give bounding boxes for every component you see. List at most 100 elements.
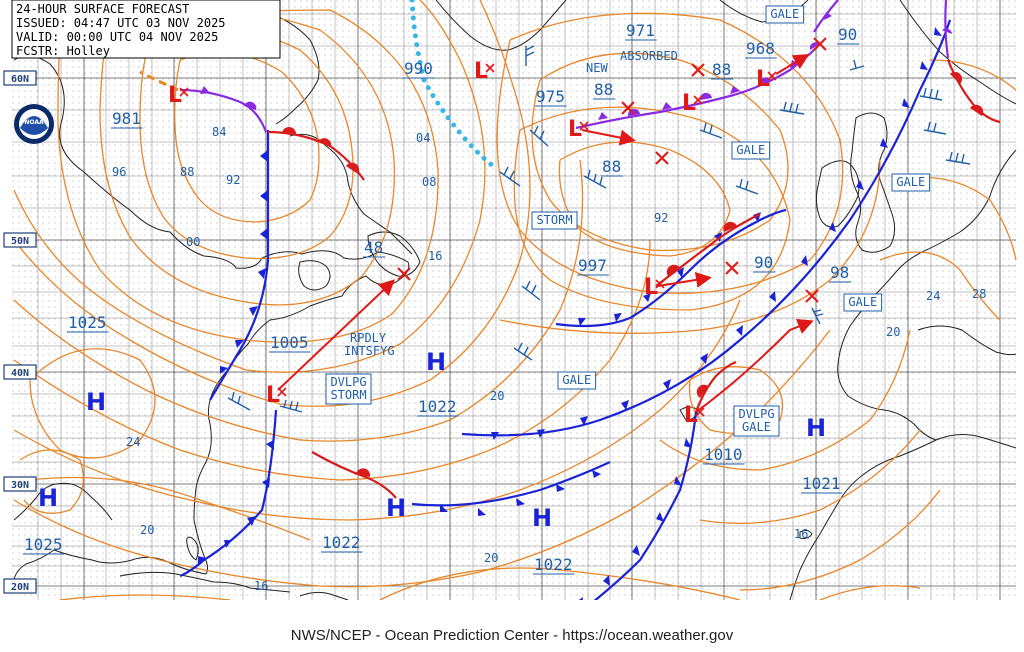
storm-tracks [277,53,814,413]
x-marker [805,289,819,303]
low-center-x [277,387,287,397]
pressure-center-label: 88 [712,60,731,79]
low-pressure-marker: L [266,383,280,408]
isobar-norway [929,59,1017,91]
isobar-1008 [13,0,531,407]
coast-canaries [799,529,813,539]
coast-gulf-north [13,482,113,521]
coast-europe-west [837,149,1017,441]
isobar-1024-east [739,489,941,591]
track-968 [775,53,810,75]
track-dvlpg [695,319,814,413]
isobar-label: 00 [186,235,200,249]
warning-gale-text: GALE [562,373,591,387]
pressure-center-label: 990 [404,59,433,78]
warning-storm-box [531,211,578,230]
isobar-low-997-2 [513,106,791,311]
warning-gale-text: GALE [896,175,925,189]
isobar-1020 [13,299,741,521]
isobar-label: 88 [180,165,194,179]
low-pressure-marker: L [568,117,582,142]
pressure-center-label: 968 [746,39,775,58]
isobar-low-labrador-2 [139,26,354,260]
isobar-label: 92 [654,211,668,225]
low-pressure-marker: L [168,83,182,108]
isobar-label: 20 [490,389,504,403]
warning-dvlpg-storm-text: DVLPG [330,375,366,389]
wind-barb [583,169,607,189]
lat-label: 60N [11,74,29,85]
warm-front-azores [694,360,737,413]
high-pressure-marker: H [86,388,106,416]
coast-nova-scotia [298,260,331,291]
lat-label: 30N [11,480,29,491]
pressure-center-label: 981 [112,109,141,128]
x-markers [397,37,827,303]
warning-gale-text: GALE [848,295,877,309]
occluded-front-labrador [179,88,268,133]
wind-barb [811,307,824,325]
low-center-x [485,63,495,73]
coast-florida [186,536,199,561]
warning-dvlpg-gale-box [733,405,780,437]
pressure-center-label: 48 [364,238,383,257]
cold-fronts [179,19,952,621]
x-marker [397,267,411,281]
isobar-label: 24 [926,289,940,303]
header-box [11,0,281,59]
coast-norway [899,0,1017,105]
coast-cuba [119,571,291,593]
header-line1: 24-HOUR SURFACE FORECAST [16,2,189,16]
pressure-center-label: 1025 [24,535,63,554]
pressure-center-label: 971 [626,21,655,40]
pressure-center-label: 1025 [68,313,107,332]
pressure-center-label: 1005 [270,333,309,352]
wind-barb [499,166,521,187]
isobar-label: 16 [254,579,268,593]
isobar-label: 28 [972,287,986,301]
high-pressure-marker: H [426,348,446,376]
header-line4: FCSTR: Holley [16,44,110,58]
noaa-logo: NOAA [14,104,54,144]
warning-gale-box [843,293,883,312]
high-pressure-marker: H [38,484,58,512]
coast-hispaniola [299,591,349,601]
isobar-label: 92 [226,173,240,187]
footer-text: NWS/NCEP - Ocean Prediction Center - htt… [291,627,734,644]
lat-label: 50N [11,236,29,247]
cold-front-atlantic-long [461,19,952,437]
warning-gale-box [731,141,771,160]
cold-front-subtropic [411,461,611,507]
isobar-europe-1 [879,251,1001,321]
warning-dvlpg-gale-text: DVLPG [738,407,774,421]
isobar-low-labrador-4 [57,9,439,343]
warning-gale-text: GALE [770,7,799,21]
wind-barb [521,280,541,301]
coast-med-north [917,325,1017,356]
lat-label-box [3,70,37,86]
high-pressure-marker: H [532,504,552,532]
track-997 [657,271,712,288]
wind-barb [699,122,723,139]
x-marker [691,63,705,77]
high-pressure-marker: H [806,414,826,442]
lat-label-box [3,578,37,594]
isobar-1016-east [659,329,911,471]
lat-label: 40N [11,368,29,379]
isobar-label: 96 [112,165,126,179]
low-center-x [655,279,665,289]
pressure-center-label: 1010 [704,445,743,464]
header-line3: VALID: 00:00 UTC 04 NOV 2025 [16,30,218,44]
warning-gale-box [765,5,805,24]
lat-label-box [3,364,37,380]
pressure-center-label: 90 [754,253,773,272]
warm-front-subtropic [311,451,397,499]
isobar-label: 84 [212,125,226,139]
coast-med-south [935,434,1017,449]
wind-barbs [227,45,971,413]
isobar-low-labrador-3 [99,6,396,306]
wind-barb [529,125,549,147]
wind-barb [735,178,759,195]
